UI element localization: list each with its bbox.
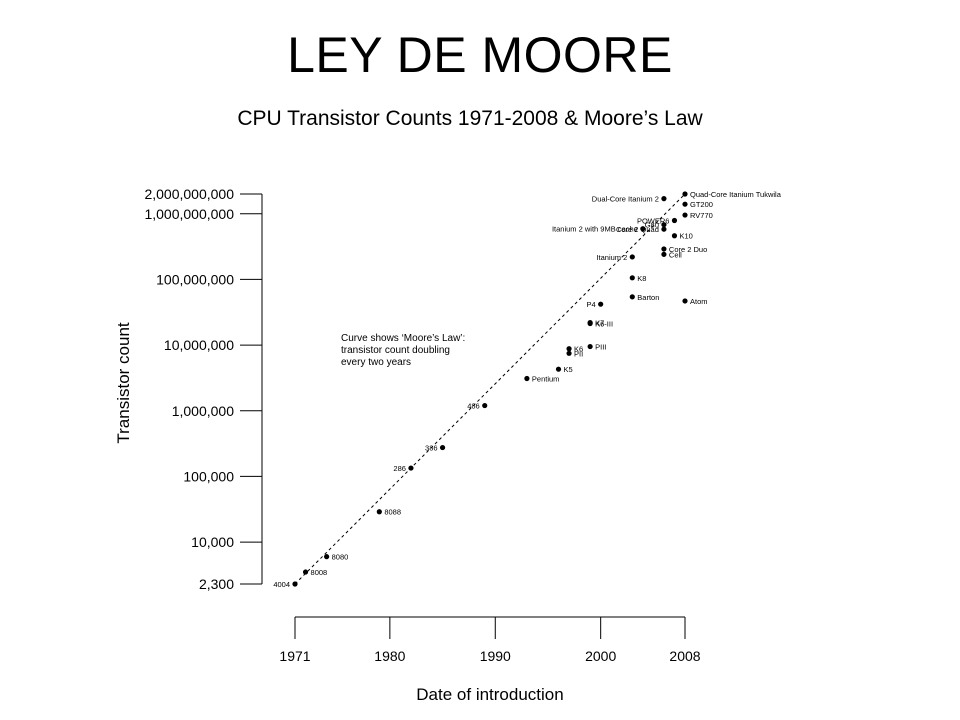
annotation-line: Curve shows ‘Moore’s Law’: bbox=[341, 333, 465, 344]
data-point bbox=[661, 246, 667, 252]
chart-title: CPU Transistor Counts 1971-2008 & Moore’… bbox=[237, 107, 703, 130]
x-tick-label: 2008 bbox=[669, 648, 700, 664]
data-point bbox=[671, 217, 678, 224]
data-point-label: Dual-Core Itanium 2 bbox=[592, 195, 659, 204]
data-point-label: P4 bbox=[586, 300, 595, 309]
data-point bbox=[629, 275, 635, 281]
y-axis: 2,300 10,000 100,000 1,000,000 10,000,000 100… bbox=[144, 186, 263, 592]
data-point bbox=[302, 569, 309, 575]
y-tick-label: 1,000,000,000 bbox=[144, 206, 234, 222]
data-point bbox=[661, 226, 667, 232]
x-tick-label: 2000 bbox=[585, 648, 616, 664]
data-point bbox=[671, 233, 678, 239]
x-tick-label: 1990 bbox=[480, 648, 511, 664]
x-tick-label: 1980 bbox=[374, 648, 405, 664]
x-tick-label: 1971 bbox=[279, 648, 310, 664]
data-point bbox=[640, 226, 646, 232]
data-point-label: Itanium 2 with 9MB cache bbox=[552, 225, 638, 234]
y-tick-label: 2,300 bbox=[199, 576, 234, 592]
data-point bbox=[292, 581, 298, 587]
y-tick-label: 10,000,000 bbox=[164, 337, 234, 353]
y-tick-label: 2,000,000,000 bbox=[144, 186, 234, 202]
data-point-label: 286 bbox=[393, 464, 406, 473]
data-point-label: Quad-Core Itanium Tukwila bbox=[690, 190, 782, 199]
data-point bbox=[661, 196, 667, 202]
data-point bbox=[598, 301, 604, 307]
annotation-line: transistor count doubling bbox=[341, 345, 450, 356]
slide-title: LEY DE MOORE bbox=[287, 27, 673, 83]
data-point-label: G80 bbox=[645, 221, 659, 230]
data-point bbox=[439, 444, 446, 451]
data-point-label: 486 bbox=[467, 402, 480, 411]
y-tick-label: 1,000,000 bbox=[172, 403, 234, 419]
data-point-label: Cell bbox=[669, 250, 682, 259]
data-point-label: 4004 bbox=[273, 580, 290, 589]
data-point-label: GT200 bbox=[690, 200, 713, 209]
data-point bbox=[682, 201, 688, 207]
data-point bbox=[682, 191, 688, 197]
annotation: Curve shows ‘Moore’s Law’: transistor cou… bbox=[341, 333, 465, 368]
data-point bbox=[376, 509, 382, 515]
data-point-label: 386 bbox=[425, 444, 438, 453]
data-point-label: PII bbox=[574, 349, 583, 358]
data-point bbox=[682, 212, 688, 218]
data-point bbox=[629, 294, 635, 300]
data-point-label: K7 bbox=[595, 319, 604, 328]
x-axis: 1971 1980 1990 2000 2008 bbox=[279, 616, 701, 664]
data-point-label: K8 bbox=[637, 274, 646, 283]
annotation-line: every two years bbox=[341, 357, 411, 368]
data-point-label: Itanium 2 bbox=[596, 253, 627, 262]
data-point bbox=[661, 251, 667, 257]
data-point bbox=[482, 402, 488, 409]
data-point-label: RV770 bbox=[690, 211, 713, 220]
data-point bbox=[661, 222, 667, 228]
data-point bbox=[566, 350, 572, 356]
data-point-label: K6-III bbox=[595, 320, 613, 329]
trend-line bbox=[294, 193, 686, 585]
data-point-label: K10 bbox=[679, 232, 692, 241]
data-point-label: PIII bbox=[595, 343, 606, 352]
data-point bbox=[587, 343, 593, 350]
data-point-label: K6 bbox=[574, 345, 583, 354]
data-point-label: K5 bbox=[564, 365, 573, 374]
data-point-label: Atom bbox=[690, 297, 708, 306]
data-point bbox=[524, 375, 530, 382]
y-axis-label: Transistor count bbox=[114, 322, 133, 444]
data-point-label: Pentium bbox=[532, 374, 560, 383]
data-point bbox=[324, 554, 330, 560]
data-point-label: Core 2 Quad bbox=[616, 225, 659, 234]
y-tick-label: 100,000 bbox=[183, 468, 234, 484]
data-point-label: 8088 bbox=[384, 508, 401, 517]
x-axis-label: Date of introduction bbox=[416, 685, 563, 704]
data-point-label: POWER6 bbox=[637, 217, 670, 226]
data-point-label: Core 2 Duo bbox=[669, 245, 707, 254]
y-tick-label: 10,000 bbox=[191, 534, 234, 550]
data-point bbox=[587, 320, 593, 327]
data-point-label: Barton bbox=[637, 293, 659, 302]
data-point bbox=[629, 254, 635, 260]
data-point-label: 8080 bbox=[332, 553, 349, 562]
data-point-label: 8008 bbox=[311, 568, 328, 577]
data-point bbox=[408, 465, 414, 471]
data-point bbox=[555, 366, 562, 372]
data-point bbox=[566, 346, 572, 352]
data-point bbox=[682, 298, 688, 304]
y-tick-label: 100,000,000 bbox=[156, 271, 234, 287]
